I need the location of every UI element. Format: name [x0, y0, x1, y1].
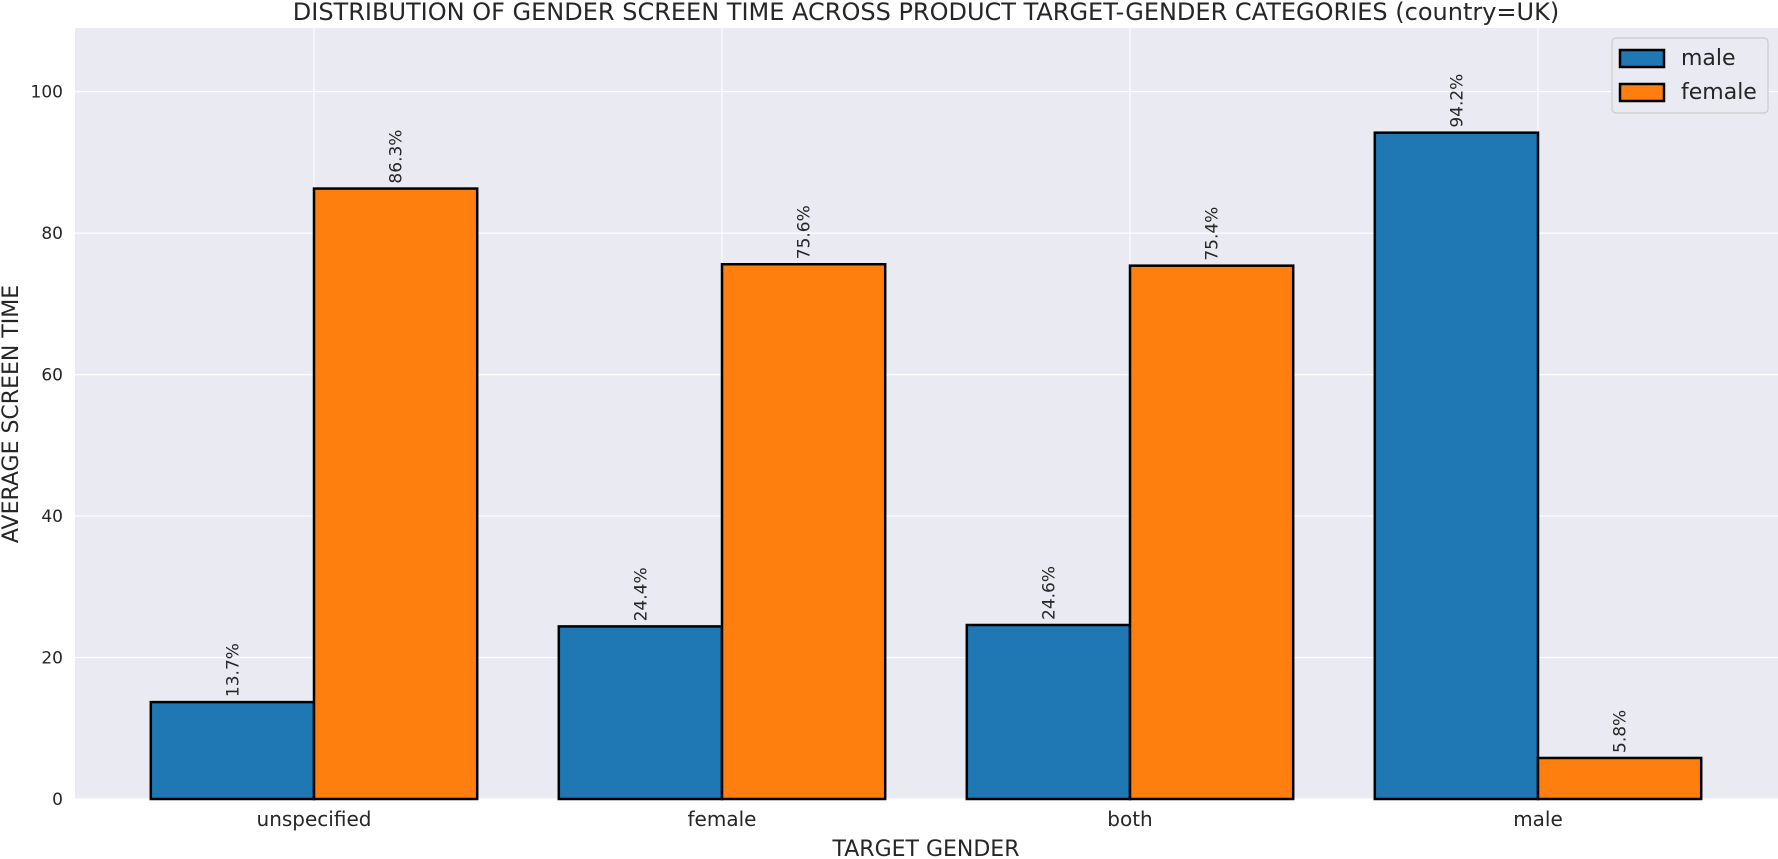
x-tick-label: male [1513, 807, 1563, 831]
legend-label-male: male [1681, 46, 1736, 71]
bar-female-male [1536, 756, 1703, 801]
bar-value-label: 24.6% [1039, 566, 1059, 620]
bar-male-male [1373, 131, 1540, 801]
bar-value-label: 75.4% [1203, 207, 1223, 261]
legend-label-female: female [1681, 80, 1757, 105]
legend-swatch-female [1618, 82, 1666, 103]
x-tick-label: female [688, 807, 757, 831]
chart-title: DISTRIBUTION OF GENDER SCREEN TIME ACROS… [293, 0, 1559, 26]
bar-value-label: 75.6% [795, 205, 815, 259]
y-axis-ticks: 0 20 40 60 80 100 [31, 83, 63, 810]
bar-labels: 13.7% 86.3% 24.4% 75.6% 24.6% 75.4% 94.2% 5.8% [223, 74, 1630, 753]
bar-value-label: 86.3% [387, 130, 407, 184]
bar-male-both [965, 623, 1132, 801]
y-tick-label: 40 [41, 507, 63, 527]
legend-swatch-male [1618, 48, 1666, 69]
x-axis-ticks: unspecified female both male [257, 807, 1563, 831]
y-axis-label: AVERAGE SCREEN TIME [0, 285, 24, 543]
y-tick-label: 0 [52, 790, 63, 810]
y-tick-label: 80 [41, 224, 63, 244]
legend: male female [1611, 37, 1769, 114]
bar-female-female [720, 263, 887, 801]
x-tick-label: both [1107, 807, 1152, 831]
x-tick-label: unspecified [257, 807, 372, 831]
bar-male-unspecified [149, 700, 316, 801]
x-axis-label: TARGET GENDER [832, 837, 1020, 859]
bar-male-female [557, 625, 724, 801]
bar-value-label: 5.8% [1611, 710, 1631, 753]
bar-female-unspecified [312, 187, 479, 801]
bar-value-label: 13.7% [223, 643, 243, 697]
bars [149, 131, 1703, 801]
bar-value-label: 24.4% [631, 567, 651, 621]
y-tick-label: 60 [41, 366, 63, 386]
bar-value-label: 94.2% [1447, 74, 1467, 128]
y-tick-label: 100 [31, 83, 63, 103]
bar-female-both [1128, 264, 1295, 801]
y-tick-label: 20 [41, 649, 63, 669]
